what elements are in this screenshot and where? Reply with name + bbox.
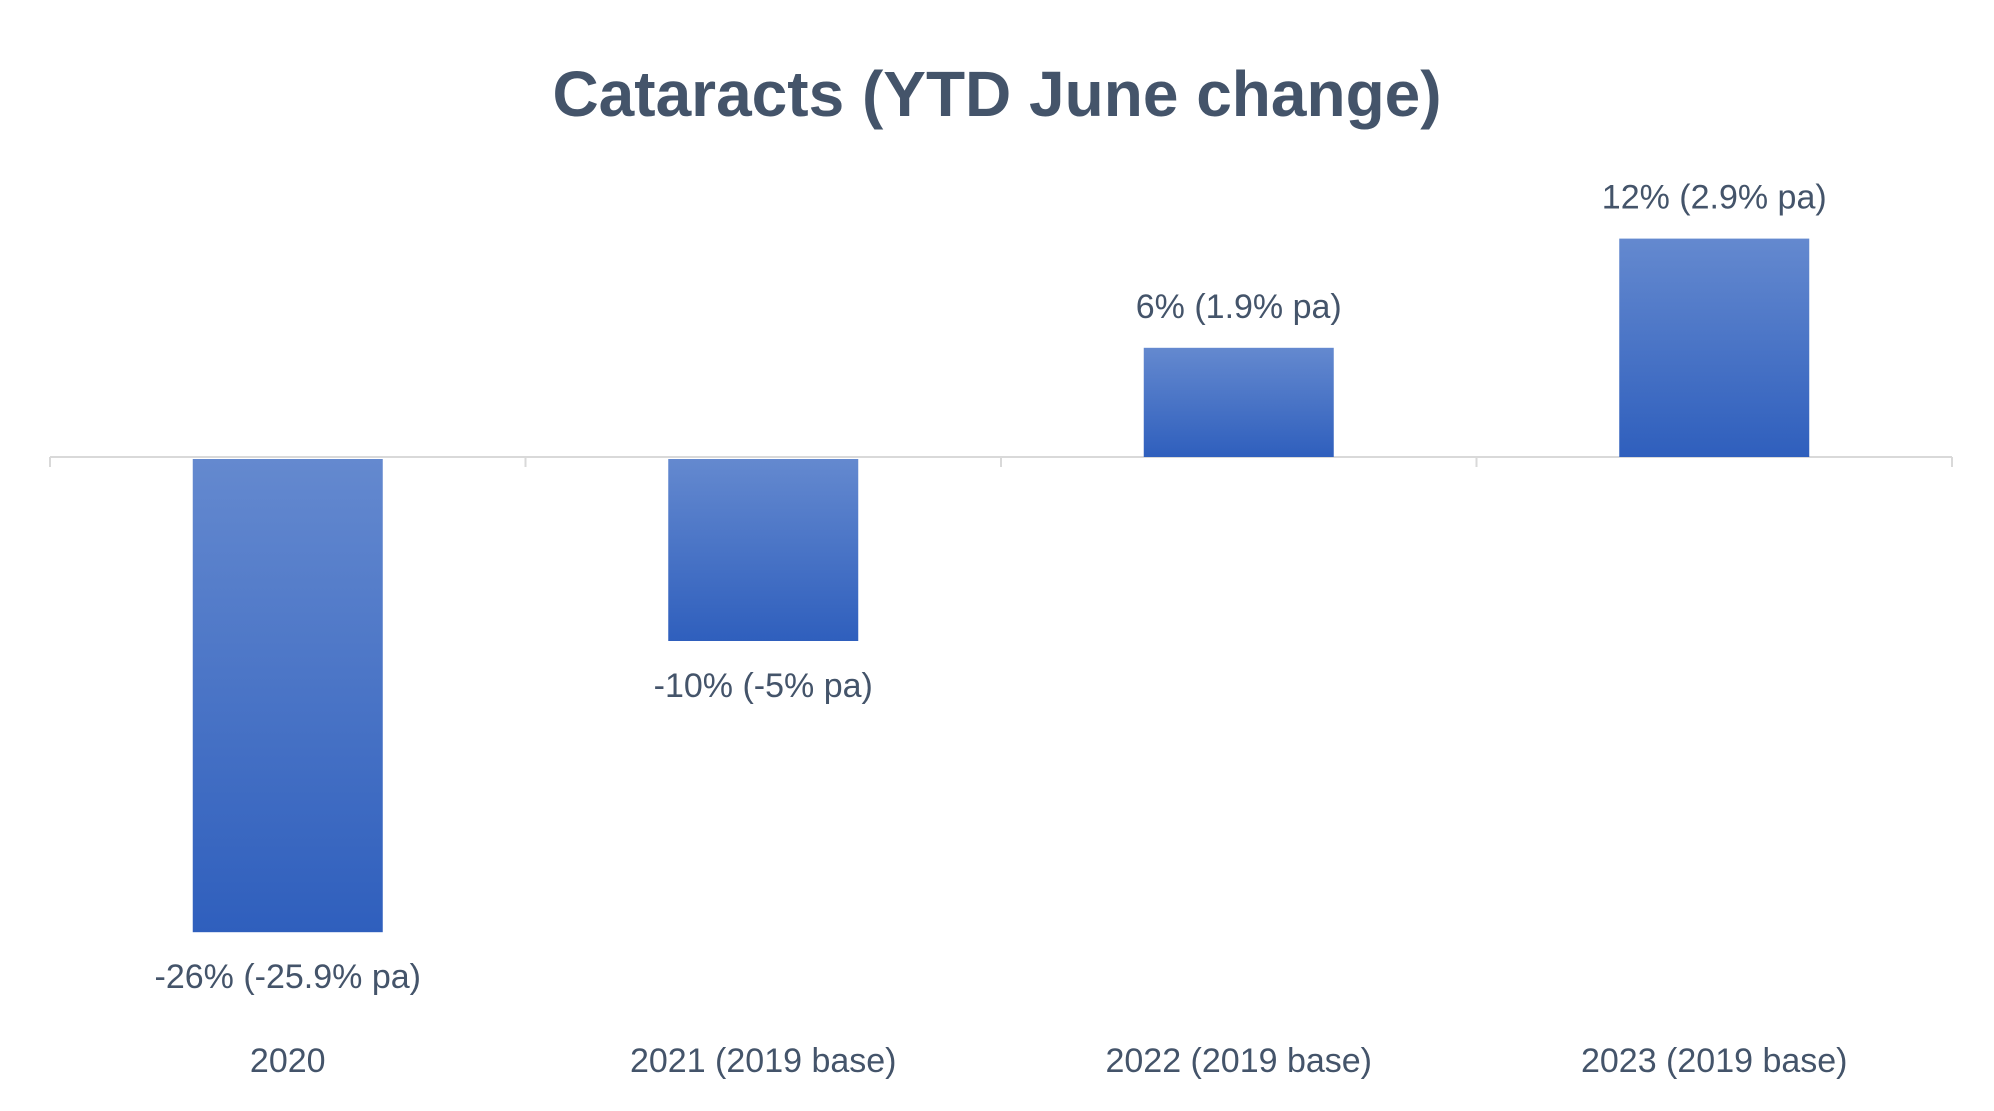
labels-layer: -26% (-25.9% pa) 2020 -10% (-5% pa) 2021 (2… [155,179,1848,1080]
category-label: 2022 (2019 base) [1105,1042,1372,1080]
bars-layer [192,238,1810,933]
bar-1 [192,459,383,933]
bar-4 [1619,238,1810,457]
data-label: 12% (2.9% pa) [1602,179,1827,217]
data-label: -10% (-5% pa) [654,667,873,705]
category-label: 2021 (2019 base) [630,1042,897,1080]
bar-3 [1143,347,1334,457]
data-label: 6% (1.9% pa) [1136,288,1342,326]
category-label: 2020 [250,1042,326,1080]
data-label: -26% (-25.9% pa) [155,958,421,996]
chart-title: Cataracts (YTD June change) [552,58,1441,130]
category-label: 2023 (2019 base) [1581,1042,1848,1080]
bar-2 [668,459,859,641]
